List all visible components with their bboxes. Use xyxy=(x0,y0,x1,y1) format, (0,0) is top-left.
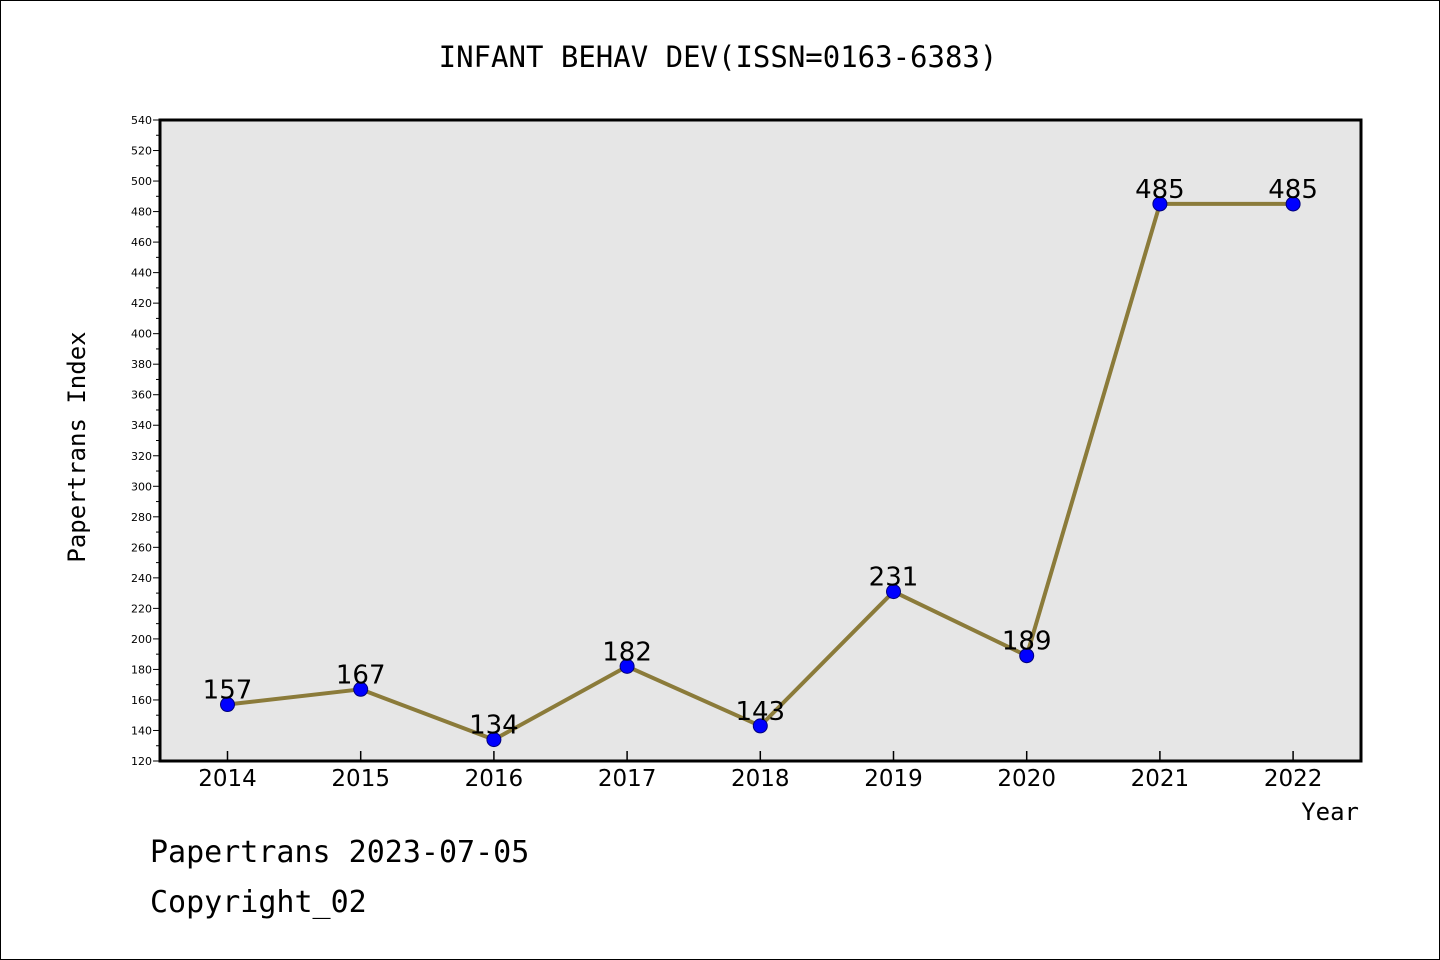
y-tick-label: 280 xyxy=(131,511,152,524)
y-tick-label: 220 xyxy=(131,602,152,615)
data-point xyxy=(486,732,502,748)
y-tick-label: 260 xyxy=(131,541,152,554)
data-point xyxy=(353,681,369,697)
y-tick-label: 540 xyxy=(131,114,152,127)
data-point xyxy=(220,697,235,713)
y-tick-label: 380 xyxy=(131,358,152,371)
data-label: 157 xyxy=(203,676,253,706)
y-tick-label: 320 xyxy=(131,450,152,463)
y-axis-label: Papertrans Index xyxy=(63,331,91,562)
y-tick-label: 300 xyxy=(131,480,152,493)
y-tick-label: 340 xyxy=(131,419,152,432)
y-tick-label: 400 xyxy=(131,328,152,341)
data-point xyxy=(1019,648,1035,664)
y-tick-label: 240 xyxy=(131,572,152,585)
y-tick-label: 360 xyxy=(131,389,152,402)
y-tick-label: 180 xyxy=(131,663,152,676)
data-label: 143 xyxy=(735,697,785,727)
data-label: 134 xyxy=(469,711,519,741)
x-axis-label: Year xyxy=(1301,798,1359,826)
y-tick-label: 460 xyxy=(131,236,152,249)
y-tick-label: 120 xyxy=(131,755,152,768)
plot-area xyxy=(158,118,1363,763)
y-tick-label: 140 xyxy=(131,724,152,737)
y-tick-label: 440 xyxy=(131,267,152,280)
chart-title: INFANT BEHAV DEV(ISSN=0163-6383) xyxy=(439,40,998,74)
data-label: 182 xyxy=(602,637,652,667)
data-label: 167 xyxy=(336,660,386,690)
x-tick-label: 2017 xyxy=(598,766,657,792)
data-point xyxy=(752,718,768,734)
y-axis: 120 140 160 180 200 220 240 260 280 300 320 340 360 3… xyxy=(131,114,160,768)
y-tick-label: 480 xyxy=(131,206,152,219)
data-point xyxy=(1152,196,1168,212)
y-tick-label: 500 xyxy=(131,175,152,188)
y-tick-label: 520 xyxy=(131,145,152,158)
y-tick-label: 160 xyxy=(131,694,152,707)
data-point xyxy=(886,584,901,600)
data-point xyxy=(619,658,635,674)
series-layer: 157 167 134 182 143 231 189 485 485 xyxy=(203,175,1318,748)
data-point xyxy=(1285,196,1301,212)
x-tick-label: 2019 xyxy=(864,766,923,792)
x-tick-label: 2022 xyxy=(1264,766,1323,792)
x-tick-label: 2018 xyxy=(731,766,790,792)
y-tick-label: 420 xyxy=(131,297,152,310)
data-label: 485 xyxy=(1135,175,1185,205)
x-tick-label: 2020 xyxy=(997,766,1056,792)
x-axis: 2014 2015 2016 2017 2018 2019 2020 2021 2022 xyxy=(198,751,1322,792)
data-label: 231 xyxy=(869,563,919,593)
x-tick-label: 2015 xyxy=(331,766,390,792)
data-label: 485 xyxy=(1268,175,1318,205)
y-tick-label: 200 xyxy=(131,633,152,646)
x-tick-label: 2016 xyxy=(465,766,524,792)
footer-copyright: Copyright_02 xyxy=(150,885,367,920)
x-tick-label: 2014 xyxy=(198,766,257,792)
data-label: 189 xyxy=(1002,627,1052,657)
footer-date: Papertrans 2023-07-05 xyxy=(150,835,530,870)
x-tick-label: 2021 xyxy=(1131,766,1190,792)
